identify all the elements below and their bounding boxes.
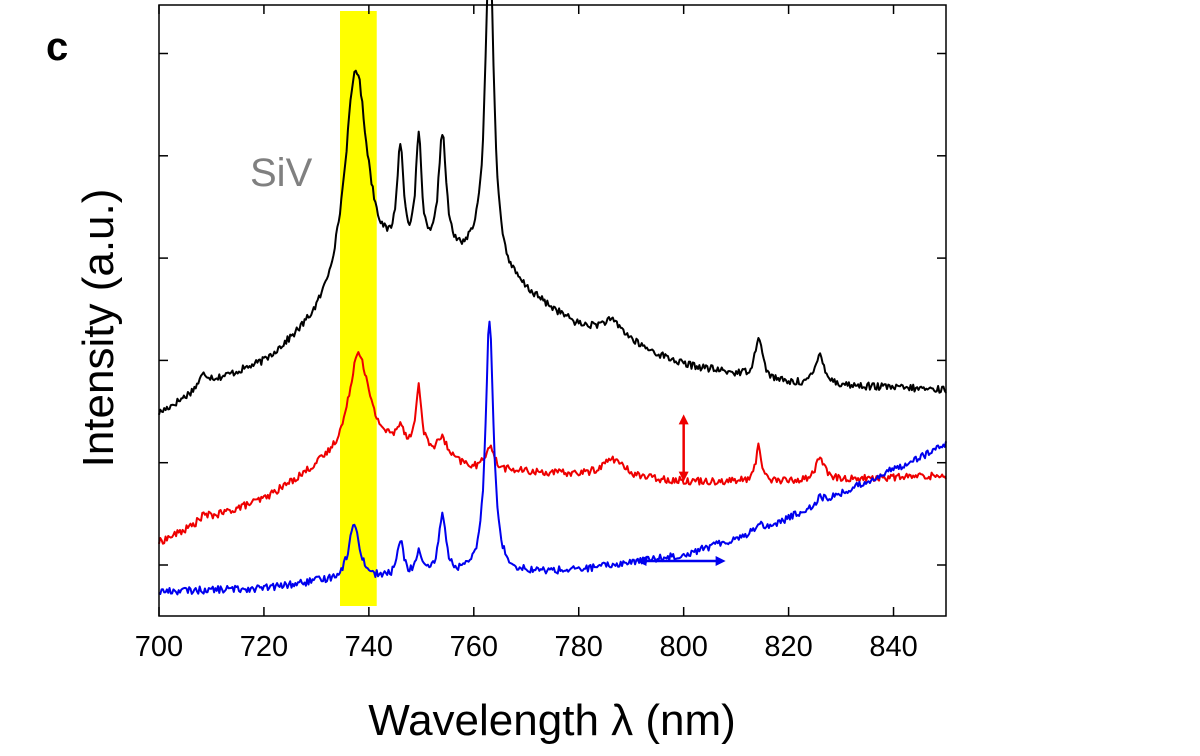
siv-band bbox=[340, 11, 377, 606]
x-tick-label: 760 bbox=[450, 631, 498, 663]
siv-band-layer bbox=[340, 11, 377, 606]
siv-label: SiV bbox=[250, 151, 313, 195]
blue-horizontal-arrow bbox=[636, 556, 726, 567]
blue-horizontal-arrow-head-right bbox=[715, 556, 726, 567]
x-tick-label: 820 bbox=[764, 631, 812, 663]
series-bottom-line bbox=[158, 320, 947, 596]
x-axis-title: Wavelength λ (nm) bbox=[368, 696, 736, 745]
x-tick-label: 720 bbox=[240, 631, 288, 663]
blue-horizontal-arrow-head-left bbox=[636, 556, 647, 567]
x-tick-label: 740 bbox=[345, 631, 393, 663]
x-tick-label: 700 bbox=[135, 631, 183, 663]
x-tick-label: 840 bbox=[869, 631, 917, 663]
red-vertical-arrow-head-up bbox=[678, 414, 689, 425]
red-vertical-arrow-head-down bbox=[678, 471, 689, 482]
x-tick-label: 780 bbox=[555, 631, 603, 663]
series-middle-line bbox=[158, 351, 947, 545]
x-axis-ticks: 700 720 740 760 780 800 820 840 bbox=[135, 5, 918, 663]
red-vertical-arrow bbox=[678, 414, 689, 482]
panel-label: c bbox=[46, 25, 68, 69]
plot-frame bbox=[158, 4, 947, 617]
series-top-line bbox=[158, 0, 947, 416]
y-axis-ticks bbox=[159, 52, 946, 566]
x-tick-label: 800 bbox=[659, 631, 707, 663]
series-layer bbox=[158, 0, 947, 596]
y-axis-title: Intensity (a.u.) bbox=[74, 189, 123, 468]
marker-layer bbox=[636, 414, 726, 567]
